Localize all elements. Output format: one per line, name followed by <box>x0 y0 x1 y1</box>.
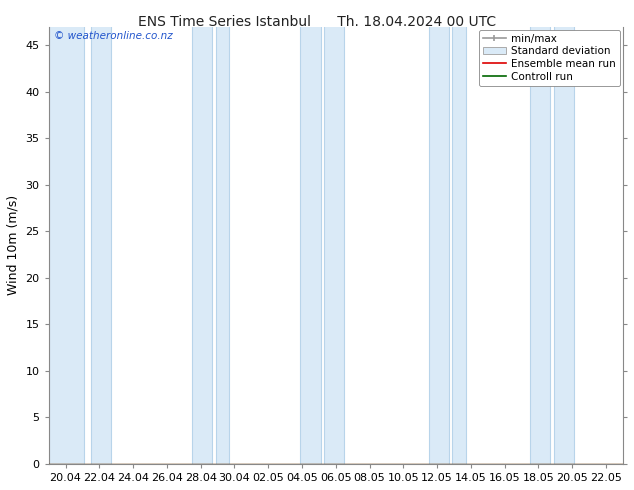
Bar <box>429 26 449 464</box>
Bar <box>49 26 84 464</box>
Text: ENS Time Series Istanbul      Th. 18.04.2024 00 UTC: ENS Time Series Istanbul Th. 18.04.2024 … <box>138 15 496 29</box>
Bar <box>324 26 344 464</box>
Bar <box>216 26 230 464</box>
Text: © weatheronline.co.nz: © weatheronline.co.nz <box>55 31 173 41</box>
Bar <box>553 26 574 464</box>
Bar <box>301 26 321 464</box>
Legend: min/max, Standard deviation, Ensemble mean run, Controll run: min/max, Standard deviation, Ensemble me… <box>479 30 620 86</box>
Bar <box>192 26 212 464</box>
Bar <box>91 26 111 464</box>
Y-axis label: Wind 10m (m/s): Wind 10m (m/s) <box>7 195 20 295</box>
Bar <box>530 26 550 464</box>
Bar <box>452 26 466 464</box>
